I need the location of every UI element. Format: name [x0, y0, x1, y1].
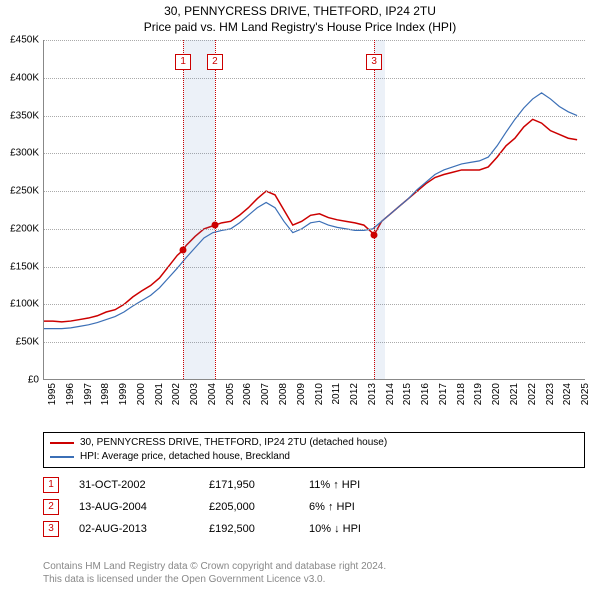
sales-row-date: 02-AUG-2013 [79, 523, 209, 535]
legend: 30, PENNYCRESS DRIVE, THETFORD, IP24 2TU… [43, 432, 585, 468]
x-axis-label: 2009 [296, 383, 307, 405]
legend-swatch [50, 442, 74, 444]
event-line [374, 40, 375, 379]
legend-item: 30, PENNYCRESS DRIVE, THETFORD, IP24 2TU… [50, 436, 578, 450]
sales-row-price: £171,950 [209, 479, 309, 491]
sales-row-date: 31-OCT-2002 [79, 479, 209, 491]
legend-item: HPI: Average price, detached house, Brec… [50, 450, 578, 464]
sale-dot-1 [180, 247, 187, 254]
x-axis-label: 2003 [189, 383, 200, 405]
y-axis-label: £250K [10, 186, 39, 197]
x-axis-label: 1997 [83, 383, 94, 405]
x-axis-label: 2011 [331, 383, 342, 405]
legend-label: 30, PENNYCRESS DRIVE, THETFORD, IP24 2TU… [80, 436, 387, 450]
chart-title-line1: 30, PENNYCRESS DRIVE, THETFORD, IP24 2TU [0, 0, 600, 20]
x-axis-label: 2013 [367, 383, 378, 405]
x-axis-label: 2021 [509, 383, 520, 405]
x-axis-label: 2007 [260, 383, 271, 405]
gridline [44, 78, 585, 79]
event-line [215, 40, 216, 379]
x-axis-label: 1998 [100, 383, 111, 405]
gridline [44, 304, 585, 305]
attribution-line1: Contains HM Land Registry data © Crown c… [43, 560, 386, 573]
shaded-band [183, 40, 215, 379]
sales-row-price: £192,500 [209, 523, 309, 535]
x-axis-label: 2018 [456, 383, 467, 405]
plot-region: 12 3 [43, 40, 585, 380]
y-axis-label: £350K [10, 110, 39, 121]
sales-row-marker: 2 [43, 499, 59, 515]
gridline [44, 40, 585, 41]
x-axis-label: 2010 [314, 383, 325, 405]
y-axis-label: £50K [16, 337, 39, 348]
x-axis-label: 2020 [491, 383, 502, 405]
gridline [44, 267, 585, 268]
x-axis-label: 2008 [278, 383, 289, 405]
x-axis-label: 2024 [562, 383, 573, 405]
x-axis-label: 2025 [580, 383, 591, 405]
sale-dot-2 [211, 222, 218, 229]
y-axis-label: £200K [10, 223, 39, 234]
gridline [44, 191, 585, 192]
x-axis-label: 2000 [136, 383, 147, 405]
sales-row-diff: 11% ↑ HPI [309, 479, 409, 491]
shaded-band [374, 40, 385, 379]
x-axis-label: 2016 [420, 383, 431, 405]
sale-marker-3: 3 [366, 54, 382, 70]
chart-title-line2: Price paid vs. HM Land Registry's House … [0, 20, 600, 34]
x-axis-label: 1999 [118, 383, 129, 405]
x-axis-label: 2019 [473, 383, 484, 405]
attribution-line2: This data is licensed under the Open Gov… [43, 573, 386, 586]
sales-row-marker: 3 [43, 521, 59, 537]
legend-swatch [50, 456, 74, 458]
x-axis-label: 2005 [225, 383, 236, 405]
sale-marker-2: 2 [207, 54, 223, 70]
attribution: Contains HM Land Registry data © Crown c… [43, 560, 386, 586]
x-axis-label: 2002 [171, 383, 182, 405]
sale-dot-3 [371, 231, 378, 238]
y-axis-label: £300K [10, 148, 39, 159]
series-hpi [44, 93, 577, 329]
y-axis-label: £450K [10, 35, 39, 46]
series-property [44, 119, 577, 321]
gridline [44, 229, 585, 230]
y-axis-label: £400K [10, 72, 39, 83]
x-axis-label: 2022 [527, 383, 538, 405]
gridline [44, 116, 585, 117]
sales-row: 3 02-AUG-2013£192,50010% ↓ HPI [43, 518, 409, 540]
sales-row-date: 13-AUG-2004 [79, 501, 209, 513]
chart-area: 123 £0£50K£100K£150K£200K£250K£300K£350K… [43, 40, 585, 415]
legend-label: HPI: Average price, detached house, Brec… [80, 450, 290, 464]
x-axis-label: 2015 [402, 383, 413, 405]
sale-marker-1: 1 [175, 54, 191, 70]
sales-row-marker: 1 [43, 477, 59, 493]
sales-row-diff: 10% ↓ HPI [309, 523, 409, 535]
y-axis-label: £0 [28, 375, 39, 386]
x-axis-label: 1995 [47, 383, 58, 405]
sales-row: 1 31-OCT-2002£171,95011% ↑ HPI [43, 474, 409, 496]
gridline [44, 342, 585, 343]
x-axis-label: 1996 [65, 383, 76, 405]
x-axis-label: 2001 [154, 383, 165, 405]
sales-table: 1 31-OCT-2002£171,95011% ↑ HPI 2 13-AUG-200… [43, 474, 409, 540]
sales-row-diff: 6% ↑ HPI [309, 501, 409, 513]
x-axis-label: 2023 [545, 383, 556, 405]
chart-svg [44, 40, 585, 379]
y-axis-label: £100K [10, 299, 39, 310]
x-axis-label: 2017 [438, 383, 449, 405]
sales-row: 2 13-AUG-2004£205,0006% ↑ HPI [43, 496, 409, 518]
gridline [44, 153, 585, 154]
y-axis-label: £150K [10, 261, 39, 272]
x-axis-label: 2012 [349, 383, 360, 405]
event-line [183, 40, 184, 379]
x-axis-label: 2004 [207, 383, 218, 405]
x-axis-label: 2006 [242, 383, 253, 405]
x-axis-label: 2014 [385, 383, 396, 405]
sales-row-price: £205,000 [209, 501, 309, 513]
